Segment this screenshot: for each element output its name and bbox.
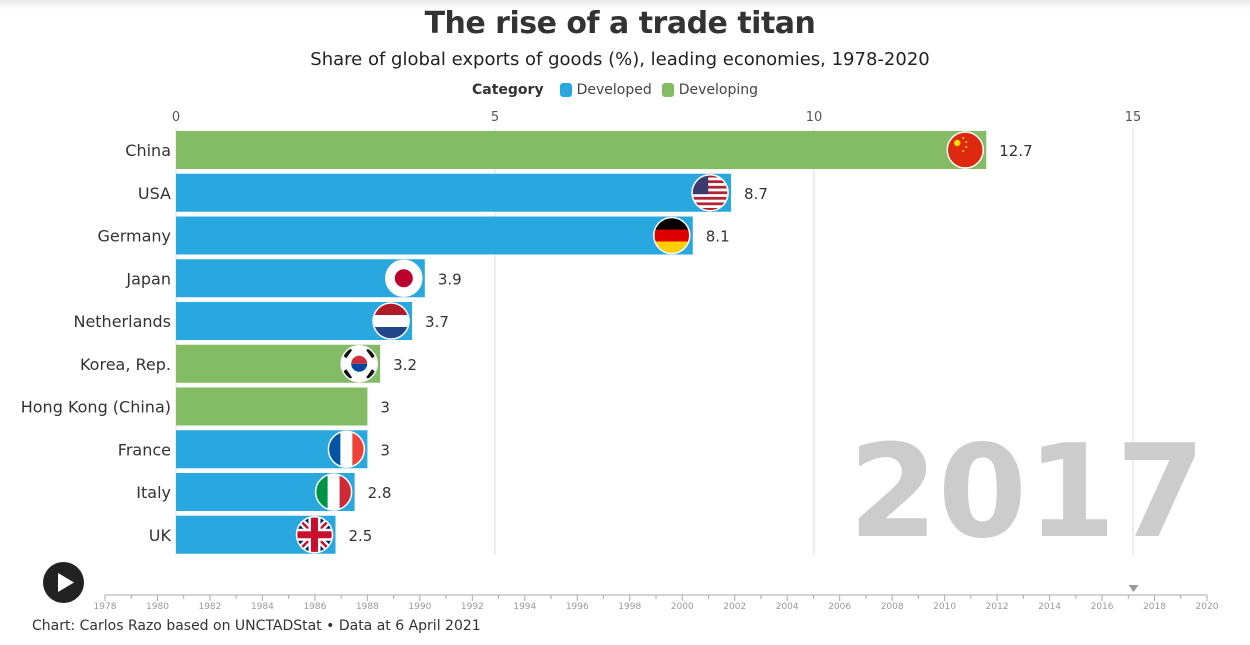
value-label: 3 xyxy=(380,441,390,459)
legend-swatch-developed xyxy=(559,83,572,97)
usa-flag-icon xyxy=(692,174,729,211)
x-tick-label: 15 xyxy=(1125,110,1142,125)
value-label: 8.7 xyxy=(744,185,768,203)
value-label: 3 xyxy=(380,399,390,417)
timeline-label: 1978 xyxy=(94,602,117,612)
value-label: 2.5 xyxy=(349,527,373,545)
x-tick-label: 10 xyxy=(806,110,823,125)
category-label: USA xyxy=(138,184,171,203)
value-label: 3.7 xyxy=(425,313,449,331)
category-label: Netherlands xyxy=(73,312,171,331)
bar-group-china: China 12.7 xyxy=(125,131,1033,169)
bar-hong-kong-china[interactable] xyxy=(176,387,368,426)
play-button[interactable] xyxy=(43,562,84,603)
timeline-label: 1994 xyxy=(513,602,536,612)
uk-flag-icon xyxy=(296,516,333,553)
bar-usa[interactable] xyxy=(176,173,732,212)
top-shadow xyxy=(0,0,1250,10)
category-label: China xyxy=(125,141,171,160)
timeline-handle-icon[interactable] xyxy=(1128,585,1139,592)
category-label: Japan xyxy=(125,269,171,288)
bar-japan[interactable] xyxy=(176,259,425,298)
china-flag-icon xyxy=(947,132,984,168)
timeline-label: 1980 xyxy=(146,602,169,612)
timeline-label: 1988 xyxy=(356,602,379,612)
bar-chart: 0 5 10 15 2017 China 12.7 USA 8.7 Germany 8.1 Japan… xyxy=(21,110,1219,612)
value-label: 8.1 xyxy=(706,228,730,246)
legend-item-developing[interactable]: Developing xyxy=(661,82,759,98)
timeline-label: 1996 xyxy=(566,602,589,612)
legend-title: Category xyxy=(471,82,544,98)
timeline-label: 2020 xyxy=(1196,602,1219,612)
source-note: Chart: Carlos Razo based on UNCTADStat •… xyxy=(32,618,481,634)
chart-subtitle: Share of global exports of goods (%), le… xyxy=(310,49,930,70)
timeline-label: 2008 xyxy=(881,602,904,612)
bar-group-usa: USA 8.7 xyxy=(138,173,768,212)
timeline-label: 2004 xyxy=(776,602,799,612)
timeline-label: 1986 xyxy=(303,602,326,612)
bar-group-uk: UK 2.5 xyxy=(149,515,373,554)
value-label: 3.9 xyxy=(438,270,462,288)
category-label: Italy xyxy=(136,483,171,502)
bar-group-italy: Italy 2.8 xyxy=(136,473,391,511)
timeline-label: 1990 xyxy=(408,602,431,612)
bar-group-germany: Germany 8.1 xyxy=(97,216,730,255)
play-icon xyxy=(58,573,74,592)
legend-label-developing: Developing xyxy=(678,82,759,98)
value-label: 2.8 xyxy=(368,484,392,502)
timeline-label: 1982 xyxy=(198,602,221,612)
legend-item-developed[interactable]: Developed xyxy=(559,82,652,98)
bar-group-korea-rep: Korea, Rep. 3.2 xyxy=(80,344,417,383)
bar-group-netherlands: Netherlands 3.7 xyxy=(73,302,449,340)
timeline-label: 2012 xyxy=(986,602,1009,612)
timeline-label: 2010 xyxy=(933,602,956,612)
category-label: Hong Kong (China) xyxy=(21,398,171,417)
current-year-label: 2017 xyxy=(849,418,1205,567)
timeline-label: 2000 xyxy=(671,602,694,612)
category-label: Korea, Rep. xyxy=(80,355,171,374)
timeline-label: 2002 xyxy=(723,602,746,612)
timeline-label: 1992 xyxy=(461,602,484,612)
bar-china[interactable] xyxy=(176,131,987,169)
timeline-label: 2006 xyxy=(828,602,851,612)
bar-group-japan: Japan 3.9 xyxy=(125,259,462,298)
bar-germany[interactable] xyxy=(176,216,693,255)
legend: Category Developed Developing xyxy=(0,82,1240,98)
legend-label-developed: Developed xyxy=(576,82,652,98)
category-label: Germany xyxy=(97,227,171,246)
x-tick-label: 5 xyxy=(491,110,499,125)
timeline-label: 1998 xyxy=(618,602,641,612)
chart-title: The rise of a trade titan xyxy=(424,6,816,41)
bar-group-hong-kong-china: Hong Kong (China) 3 xyxy=(21,387,390,426)
timeline-label: 1984 xyxy=(251,602,274,612)
timeline-slider[interactable]: 1978 1980 1982 1984 1986 1988 1990 1992 1994 1996… xyxy=(94,585,1219,612)
category-label: France xyxy=(118,440,171,459)
timeline-label: 2018 xyxy=(1143,602,1166,612)
japan-flag-icon xyxy=(385,260,422,297)
value-label: 12.7 xyxy=(999,142,1032,160)
category-label: UK xyxy=(149,526,172,545)
legend-swatch-developing xyxy=(661,83,674,97)
korea-flag-icon xyxy=(341,345,378,382)
timeline-label: 2014 xyxy=(1038,602,1061,612)
bar-group-france: France 3 xyxy=(118,430,390,469)
value-label: 3.2 xyxy=(393,356,417,374)
x-tick-label: 0 xyxy=(172,110,180,125)
timeline-label: 2016 xyxy=(1091,602,1114,612)
